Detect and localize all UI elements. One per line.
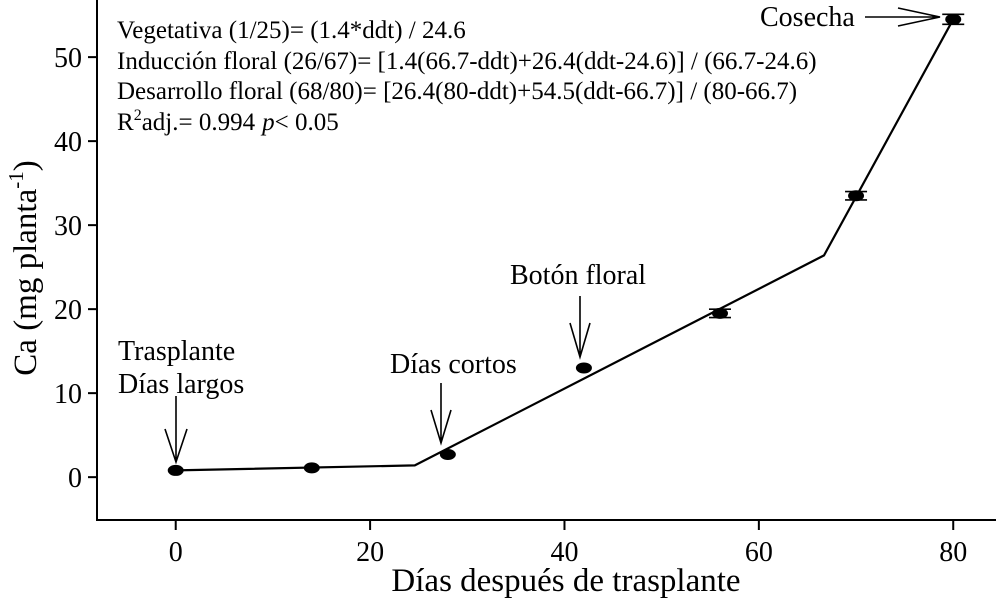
fit-line xyxy=(175,18,955,472)
y-axis-label-exponent: -1 xyxy=(4,171,28,189)
y-tick-label: 30 xyxy=(54,211,82,242)
data-point xyxy=(575,362,592,374)
x-tick-label: 60 xyxy=(745,537,773,568)
y-axis-label: Ca (mg planta-1) xyxy=(4,160,44,375)
x-tick-label: 0 xyxy=(169,537,183,568)
y-tick-label: 0 xyxy=(68,463,82,494)
data-point xyxy=(711,307,728,319)
fit-statistics: R2adj.= 0.994 p< 0.05 xyxy=(117,107,339,136)
arrow-dias-cortos xyxy=(430,383,452,446)
stage-label-trasplante: Trasplante xyxy=(118,336,235,367)
y-tick-label: 40 xyxy=(54,127,82,158)
data-point xyxy=(945,13,962,25)
arrow-trasplante xyxy=(164,396,188,465)
equation-induccion-floral: Inducción floral (26/67)= [1.4(66.7-ddt)… xyxy=(117,48,817,75)
p-condition: < 0.05 xyxy=(275,109,339,136)
y-axis-label-close: ) xyxy=(8,160,44,171)
x-tick-label: 20 xyxy=(356,537,384,568)
equation-vegetativa: Vegetativa (1/25)= (1.4*ddt) / 24.6 xyxy=(117,17,466,44)
equation-desarrollo-floral: Desarrollo floral (68/80)= [26.4(80-ddt)… xyxy=(117,78,797,105)
x-tick-label: 40 xyxy=(550,537,578,568)
plot-marks xyxy=(167,13,965,476)
axis-ticks: 0 10 20 30 40 50 0 20 40 60 80 xyxy=(54,43,967,568)
stage-annotations: Trasplante Días largos Días cortos Botón… xyxy=(118,2,941,465)
stage-label-dias-largos: Días largos xyxy=(118,369,244,400)
x-tick-label: 80 xyxy=(939,537,967,568)
y-tick-label: 10 xyxy=(54,379,82,410)
data-point xyxy=(167,464,184,476)
data-point xyxy=(848,190,865,202)
arrow-cosecha xyxy=(865,7,941,27)
y-axis-label-main: Ca (mg planta xyxy=(8,188,44,375)
model-equations: Vegetativa (1/25)= (1.4*ddt) / 24.6 Indu… xyxy=(117,17,817,136)
data-point xyxy=(303,462,320,474)
y-tick-label: 20 xyxy=(54,295,82,326)
p-symbol: p xyxy=(260,109,275,136)
x-axis-label: Días después de trasplante xyxy=(391,563,740,599)
stage-label-boton-floral: Botón floral xyxy=(510,260,646,291)
y-tick-label: 50 xyxy=(54,43,82,74)
arrow-boton-floral xyxy=(569,296,591,360)
stage-label-dias-cortos: Días cortos xyxy=(390,349,517,380)
stage-label-cosecha: Cosecha xyxy=(760,2,855,33)
r-symbol: R xyxy=(117,109,134,136)
data-point xyxy=(439,448,456,460)
r-squared-superscript: 2 xyxy=(134,107,142,124)
r-squared-value: adj.= 0.994 xyxy=(142,109,256,136)
